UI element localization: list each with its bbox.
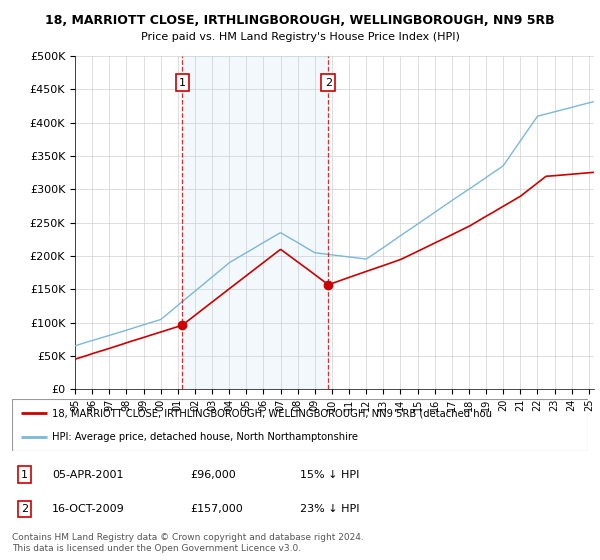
Text: Price paid vs. HM Land Registry's House Price Index (HPI): Price paid vs. HM Land Registry's House … bbox=[140, 32, 460, 43]
Text: 18, MARRIOTT CLOSE, IRTHLINGBOROUGH, WELLINGBOROUGH, NN9 5RB: 18, MARRIOTT CLOSE, IRTHLINGBOROUGH, WEL… bbox=[45, 14, 555, 27]
Bar bbox=[182, 56, 328, 389]
Text: 23% ↓ HPI: 23% ↓ HPI bbox=[300, 504, 359, 514]
Text: 05-APR-2001: 05-APR-2001 bbox=[52, 470, 124, 479]
Text: 1: 1 bbox=[179, 78, 186, 88]
Text: £96,000: £96,000 bbox=[191, 470, 236, 479]
Text: 2: 2 bbox=[21, 504, 28, 514]
Text: 15% ↓ HPI: 15% ↓ HPI bbox=[300, 470, 359, 479]
Text: £157,000: £157,000 bbox=[191, 504, 244, 514]
Text: 1: 1 bbox=[21, 470, 28, 479]
Text: HPI: Average price, detached house, North Northamptonshire: HPI: Average price, detached house, Nort… bbox=[52, 432, 358, 442]
Text: Contains HM Land Registry data © Crown copyright and database right 2024.
This d: Contains HM Land Registry data © Crown c… bbox=[12, 533, 364, 553]
Text: 2: 2 bbox=[325, 78, 332, 88]
Text: 16-OCT-2009: 16-OCT-2009 bbox=[52, 504, 125, 514]
Text: 18, MARRIOTT CLOSE, IRTHLINGBOROUGH, WELLINGBOROUGH, NN9 5RB (detached hou: 18, MARRIOTT CLOSE, IRTHLINGBOROUGH, WEL… bbox=[52, 408, 493, 418]
